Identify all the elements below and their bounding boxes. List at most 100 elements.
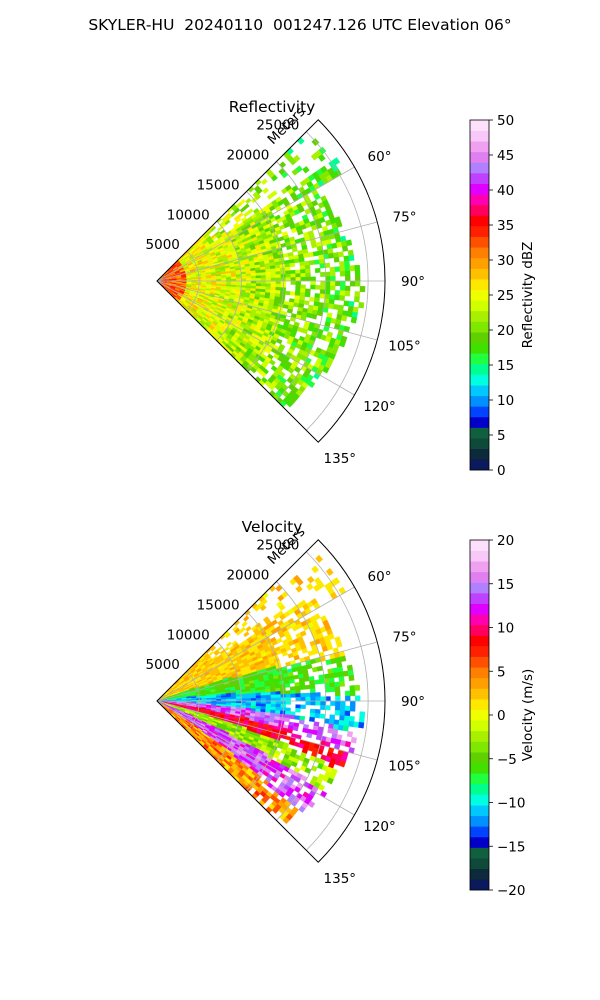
radar-cell xyxy=(339,295,346,301)
colorbar-swatch xyxy=(470,773,489,785)
colorbar-tick-label: −10 xyxy=(497,796,526,812)
radar-cell xyxy=(344,290,351,297)
radar-cell xyxy=(300,269,306,274)
radar-cell xyxy=(346,664,354,672)
radar-cell xyxy=(240,276,247,280)
colorbar-swatch xyxy=(470,226,489,237)
radar-cell xyxy=(290,269,296,275)
radar-cell xyxy=(349,690,356,697)
colorbar-label: Reflectivity dBZ xyxy=(520,242,536,349)
azimuth-tick-label: 120° xyxy=(363,819,396,835)
radar-cell xyxy=(295,288,301,293)
radar-cell xyxy=(226,641,232,647)
colorbar-swatch xyxy=(470,603,489,615)
radar-cell xyxy=(340,315,348,322)
radar-cell xyxy=(270,190,278,197)
radar-cell xyxy=(250,275,257,279)
radar-cell xyxy=(275,703,282,708)
radar-cell xyxy=(275,267,281,272)
radar-cell xyxy=(348,720,355,728)
azimuth-tick-label: 75° xyxy=(393,209,417,225)
radar-cell xyxy=(300,284,306,290)
colorbar-swatch xyxy=(470,646,489,657)
radar-cell xyxy=(243,615,250,622)
radar-cell xyxy=(344,740,352,748)
azimuth-tick-label: 90° xyxy=(401,274,425,290)
colorbar-tick-label: 40 xyxy=(497,183,514,199)
radar-cell xyxy=(306,663,313,670)
range-tick-label: 20000 xyxy=(226,568,269,584)
colorbar-swatch xyxy=(470,762,489,774)
radar-cell xyxy=(295,585,303,593)
radar-cell xyxy=(341,245,349,252)
radar-cell xyxy=(295,280,301,286)
radar-cell xyxy=(275,283,282,288)
colorbar-swatch xyxy=(470,868,489,880)
radar-cell xyxy=(292,726,299,732)
colorbar-swatch xyxy=(470,656,489,668)
radar-cell xyxy=(329,285,336,291)
radar-cell xyxy=(275,697,282,702)
radar-cell xyxy=(293,302,300,308)
radar-cell xyxy=(320,271,326,277)
colorbar-swatch xyxy=(470,730,489,742)
radar-cell xyxy=(320,280,326,286)
radar-cell xyxy=(245,273,252,277)
radar-cell xyxy=(265,706,272,711)
radar-cell xyxy=(270,280,277,285)
radar-cell xyxy=(255,703,262,707)
colorbar-swatch xyxy=(470,183,489,195)
radar-cell xyxy=(309,296,315,302)
radar-cell xyxy=(310,692,316,698)
radar-cell xyxy=(333,719,340,726)
radar-cell xyxy=(299,681,306,687)
radar-cell xyxy=(270,174,278,182)
radar-cell xyxy=(304,268,311,274)
radar-cell xyxy=(335,280,341,287)
radar-cell xyxy=(344,690,351,697)
radar-cell xyxy=(307,380,316,388)
radar-cell xyxy=(245,703,252,707)
radar-cell xyxy=(344,705,351,712)
radar-cell xyxy=(265,688,271,693)
radar-cell xyxy=(328,672,335,679)
radar-cell xyxy=(265,697,272,702)
panel-title: Reflectivity xyxy=(229,98,316,116)
colorbar-swatch xyxy=(470,561,489,573)
radar-cell xyxy=(243,203,250,210)
colorbar-swatch xyxy=(470,624,489,636)
radar-cell xyxy=(332,157,341,166)
range-tick-label: 15000 xyxy=(197,177,240,193)
radar-cell xyxy=(250,695,257,699)
radar-cell xyxy=(250,366,257,374)
radar-cell xyxy=(319,713,326,719)
colorbar-swatch xyxy=(470,448,489,460)
radar-cell xyxy=(306,583,314,591)
radar-cell xyxy=(293,674,300,680)
colorbar-tick-label: 50 xyxy=(497,113,514,129)
radar-cell xyxy=(245,693,252,697)
radar-cell xyxy=(275,280,282,285)
radar-cell xyxy=(334,705,341,711)
radar-cell xyxy=(329,714,336,720)
radar-cell xyxy=(329,686,336,693)
radar-cell xyxy=(338,340,346,348)
radar-cell xyxy=(353,721,360,728)
radar-cell xyxy=(354,684,361,691)
radar-cell xyxy=(245,625,252,632)
radar-cell xyxy=(339,290,346,297)
radar-cell xyxy=(300,692,306,698)
radar-cell xyxy=(359,711,366,718)
radar-cell xyxy=(320,696,326,702)
colorbar: −20 −15 −10 −5 0 5 10 15 20 Velocity (m/s) xyxy=(469,533,536,899)
radar-cell xyxy=(295,704,301,709)
radar-cell xyxy=(290,273,296,278)
radar-cell xyxy=(329,271,336,277)
radar-cell xyxy=(309,712,316,718)
radar-cell xyxy=(275,694,282,699)
radar-cell xyxy=(296,137,305,145)
radar-cell xyxy=(334,266,341,272)
azimuth-tick-label: 120° xyxy=(363,399,396,415)
radar-cell xyxy=(284,683,291,688)
radar-cell xyxy=(265,700,272,705)
